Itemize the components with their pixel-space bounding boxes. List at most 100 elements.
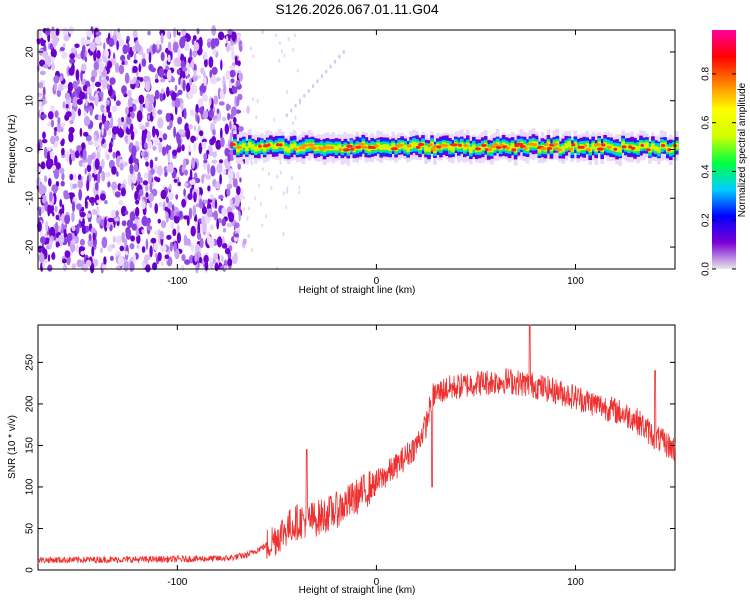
noise-blob — [212, 48, 217, 56]
noise-blob — [64, 250, 71, 258]
noise-blob — [160, 189, 167, 200]
noise-blob — [138, 94, 145, 105]
signal-peak — [532, 143, 537, 147]
snr-ylabel: SNR (10 * v/v) — [7, 415, 18, 479]
noise-blob — [97, 146, 102, 153]
noise-blob — [133, 253, 136, 265]
noise-blob — [235, 171, 240, 180]
noise-blob — [94, 158, 100, 170]
noise-blob — [71, 62, 75, 75]
noise-blob — [129, 80, 136, 85]
noise-blob — [123, 260, 129, 272]
noise-blob — [212, 129, 216, 136]
noise-blob — [61, 172, 65, 181]
noise-blob — [221, 207, 227, 217]
noise-blob — [194, 177, 201, 184]
noise-blob — [91, 246, 95, 257]
noise-blob — [157, 109, 163, 115]
noise-blob — [255, 115, 258, 120]
noise-blob — [172, 149, 178, 157]
signal-band-cell — [636, 146, 640, 151]
noise-blob — [176, 147, 182, 153]
noise-blob — [181, 254, 186, 262]
noise-blob — [194, 243, 200, 252]
noise-blob — [144, 254, 149, 265]
noise-blob — [74, 150, 80, 159]
noise-blob — [227, 258, 233, 267]
y-tick-label: -20 — [25, 239, 36, 254]
signal-peak — [553, 142, 559, 146]
noise-blob — [101, 170, 106, 182]
noise-blob — [158, 201, 163, 208]
noise-blob — [226, 183, 233, 190]
noise-blob — [94, 81, 102, 88]
noise-blob — [80, 36, 86, 48]
signal-peak — [306, 143, 315, 147]
noise-blob — [159, 92, 164, 102]
noise-blob — [154, 203, 158, 214]
x-tick-label: -100 — [167, 276, 187, 287]
signal-peak — [258, 144, 262, 148]
x-tick-label: 0 — [374, 577, 380, 588]
noise-blob — [84, 168, 87, 175]
noise-blob — [85, 134, 92, 142]
noise-blob — [84, 39, 91, 45]
noise-blob — [40, 236, 46, 244]
noise-blob — [158, 141, 163, 154]
noise-blob — [233, 252, 238, 264]
noise-blob — [82, 148, 87, 161]
noise-blob — [141, 201, 146, 210]
noise-blob — [46, 158, 53, 170]
signal-peak — [358, 142, 365, 146]
noise-blob — [174, 84, 178, 91]
y-tick-label: 100 — [25, 478, 36, 495]
signal-band-cell — [388, 145, 392, 151]
noise-blob — [102, 137, 105, 145]
signal-band-cell — [657, 147, 661, 153]
streak-blob — [298, 98, 302, 103]
noise-blob — [294, 115, 297, 120]
noise-blob — [126, 219, 134, 228]
noise-blob — [148, 140, 153, 150]
signal-peak — [645, 148, 651, 152]
noise-blob — [53, 75, 60, 84]
signal-peak — [310, 146, 317, 150]
noise-blob — [285, 205, 288, 210]
noise-blob — [157, 117, 164, 129]
noise-blob — [181, 198, 187, 208]
noise-blob — [167, 152, 171, 164]
noise-blob — [251, 248, 253, 253]
noise-blob — [183, 234, 188, 246]
x-tick-label: -100 — [167, 577, 187, 588]
noise-blob — [49, 191, 53, 202]
noise-blob — [215, 139, 222, 150]
noise-blob — [49, 43, 54, 50]
noise-blob — [227, 168, 234, 180]
noise-blob — [107, 129, 112, 136]
noise-blob — [80, 70, 83, 82]
signal-band-cell — [262, 145, 267, 152]
noise-blob — [171, 204, 175, 212]
noise-blob — [111, 166, 117, 175]
noise-blob — [130, 130, 135, 141]
noise-blob — [211, 159, 218, 164]
noise-blob — [237, 163, 241, 170]
streak-blob — [294, 103, 297, 108]
figure-title: S126.2026.067.01.11.G04 — [275, 1, 438, 17]
noise-blob — [100, 158, 105, 169]
noise-blob — [199, 130, 204, 137]
noise-blob — [62, 83, 67, 90]
signal-band-cell — [424, 145, 428, 152]
noise-blob — [160, 220, 167, 229]
signal-peak — [505, 146, 510, 150]
noise-blob — [168, 192, 174, 201]
noise-blob — [94, 140, 100, 148]
noise-blob — [157, 252, 162, 262]
y-tick-label: 20 — [25, 46, 36, 58]
noise-blob — [174, 97, 181, 108]
noise-blob — [138, 63, 142, 73]
noise-blob — [190, 243, 194, 252]
noise-blob — [211, 25, 217, 37]
noise-blob — [209, 224, 214, 231]
noise-blob — [207, 198, 211, 209]
